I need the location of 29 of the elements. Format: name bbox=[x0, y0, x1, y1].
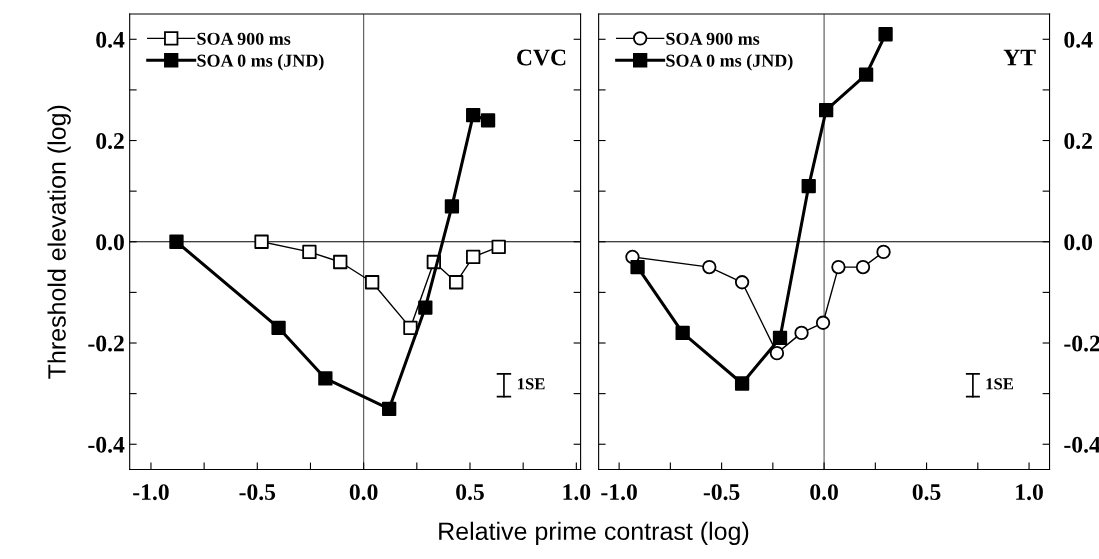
y-tick-label: 0.4 bbox=[1064, 31, 1093, 48]
x-tick-label: 0.5 bbox=[912, 484, 941, 501]
annotation: 1SE bbox=[986, 378, 1014, 390]
y-tick-label: 0.2 bbox=[1064, 133, 1092, 150]
y-axis-title: Threshold elevation (log) bbox=[47, 105, 71, 379]
x-tick-label: 1.0 bbox=[563, 484, 591, 501]
y-tick-label: 0.0 bbox=[96, 234, 124, 251]
x-tick-label: 1.0 bbox=[1016, 484, 1043, 501]
x-axis-title: Relative prime contrast (log) bbox=[439, 521, 749, 546]
y-tick-label: -0.4 bbox=[88, 436, 125, 453]
y-tick-label: 0.2 bbox=[96, 133, 124, 150]
legend-label: SOA 900 ms bbox=[197, 32, 291, 45]
y-tick-label: 0.0 bbox=[1064, 234, 1093, 251]
x-tick-label: -1.0 bbox=[133, 484, 169, 501]
legend-label: SOA 0 ms (JND) bbox=[197, 54, 324, 71]
y-tick-label: -0.2 bbox=[1064, 335, 1099, 352]
x-tick-label: -0.5 bbox=[703, 484, 740, 501]
x-tick-label: 0.0 bbox=[349, 484, 378, 501]
legend-label: SOA 0 ms (JND) bbox=[666, 54, 793, 71]
x-tick-label: -0.5 bbox=[239, 484, 276, 501]
text: CVC bbox=[517, 49, 566, 66]
y-tick-label: 0.4 bbox=[96, 31, 125, 48]
legend-label: SOA 900 ms bbox=[666, 32, 760, 45]
x-tick-label: 0.5 bbox=[456, 484, 484, 501]
annotation: 1SE bbox=[518, 378, 545, 390]
x-tick-label: -1.0 bbox=[601, 484, 637, 501]
x-tick-label: 0.0 bbox=[810, 484, 838, 501]
y-tick-label: -0.2 bbox=[88, 335, 124, 352]
text: YT bbox=[1003, 49, 1036, 66]
